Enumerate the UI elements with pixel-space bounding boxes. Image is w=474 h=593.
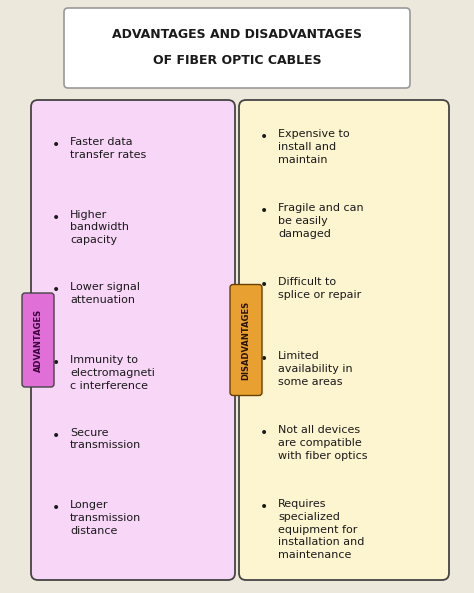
Text: Limited
availability in
some areas: Limited availability in some areas <box>278 351 353 387</box>
Text: DISADVANTAGES: DISADVANTAGES <box>241 301 250 380</box>
Text: Longer
transmission
distance: Longer transmission distance <box>70 500 141 536</box>
Text: Higher
bandwidth
capacity: Higher bandwidth capacity <box>70 210 129 246</box>
FancyBboxPatch shape <box>31 100 235 580</box>
Text: ADVANTAGES: ADVANTAGES <box>34 308 43 372</box>
Text: Fragile and can
be easily
damaged: Fragile and can be easily damaged <box>278 203 364 238</box>
Text: •: • <box>260 426 268 440</box>
Text: Secure
transmission: Secure transmission <box>70 428 141 451</box>
Text: •: • <box>52 283 60 297</box>
Text: Requires
specialized
equipment for
installation and
maintenance: Requires specialized equipment for insta… <box>278 499 365 560</box>
Text: •: • <box>260 352 268 366</box>
FancyBboxPatch shape <box>64 8 410 88</box>
FancyBboxPatch shape <box>239 100 449 580</box>
Text: •: • <box>52 429 60 442</box>
Text: •: • <box>52 501 60 515</box>
Text: •: • <box>52 138 60 152</box>
Text: OF FIBER OPTIC CABLES: OF FIBER OPTIC CABLES <box>153 53 321 66</box>
Text: Difficult to
splice or repair: Difficult to splice or repair <box>278 277 361 300</box>
Text: •: • <box>52 211 60 225</box>
Text: Not all devices
are compatible
with fiber optics: Not all devices are compatible with fibe… <box>278 425 367 461</box>
Text: •: • <box>260 500 268 514</box>
Text: Expensive to
install and
maintain: Expensive to install and maintain <box>278 129 350 165</box>
FancyBboxPatch shape <box>22 293 54 387</box>
Text: •: • <box>260 278 268 292</box>
Text: •: • <box>260 204 268 218</box>
Text: Faster data
transfer rates: Faster data transfer rates <box>70 137 146 160</box>
FancyBboxPatch shape <box>230 285 262 396</box>
Text: Immunity to
electromagneti
c interference: Immunity to electromagneti c interferenc… <box>70 355 155 391</box>
Text: Lower signal
attenuation: Lower signal attenuation <box>70 282 140 305</box>
Text: ADVANTAGES AND DISADVANTAGES: ADVANTAGES AND DISADVANTAGES <box>112 27 362 40</box>
Text: •: • <box>52 356 60 370</box>
Text: •: • <box>260 130 268 144</box>
